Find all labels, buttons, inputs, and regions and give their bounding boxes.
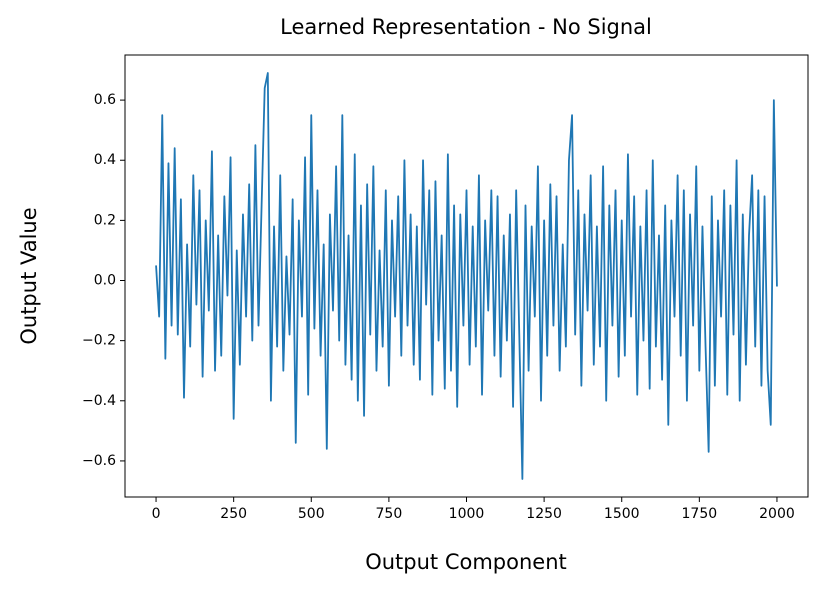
y-axis-label: Output Value [17, 207, 41, 344]
y-tick-label: −0.4 [82, 393, 116, 409]
x-tick-label: 500 [298, 506, 325, 522]
y-tick-label: 0.0 [94, 273, 116, 289]
x-tick-label: 750 [376, 506, 403, 522]
x-tick-label: 250 [220, 506, 247, 522]
x-tick-label: 1250 [526, 506, 562, 522]
x-tick-label: 1750 [682, 506, 718, 522]
data-line [155, 72, 778, 480]
x-tick-label: 2000 [759, 506, 795, 522]
y-tick-label: −0.6 [82, 453, 116, 469]
chart-title: Learned Representation - No Signal [280, 15, 652, 39]
y-tick-label: 0.6 [94, 92, 116, 108]
x-axis-label: Output Component [365, 550, 567, 574]
x-tick-label: 1500 [604, 506, 640, 522]
y-tick-label: 0.4 [94, 152, 116, 168]
x-tick-label: 1000 [449, 506, 485, 522]
x-tick-label: 0 [152, 506, 161, 522]
y-tick-label: −0.2 [82, 333, 116, 349]
y-tick-label: 0.2 [94, 212, 116, 228]
